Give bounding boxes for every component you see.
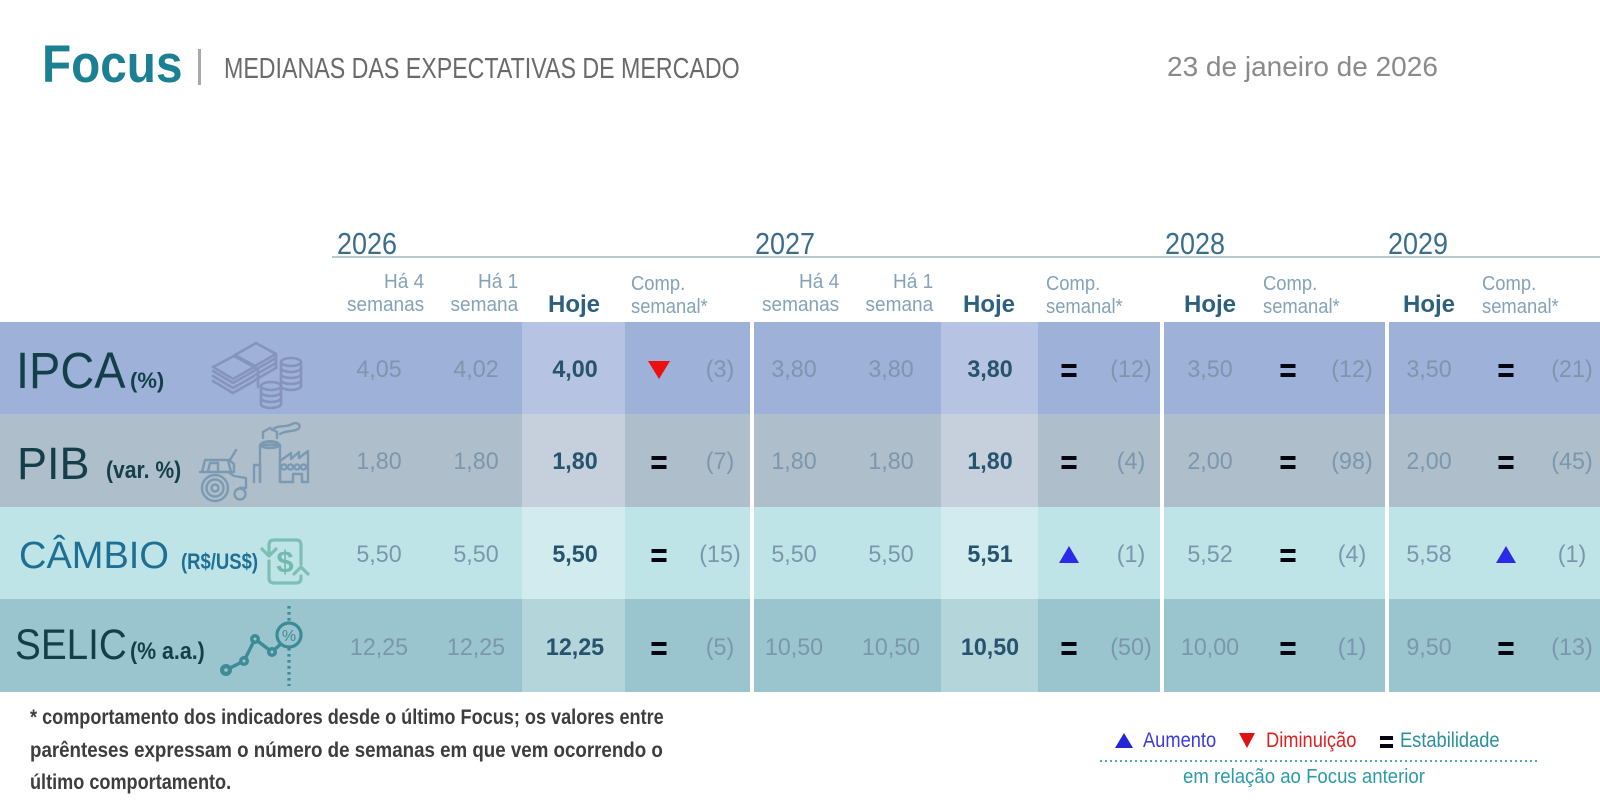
svg-text:%: % xyxy=(282,628,296,645)
svg-text:$: $ xyxy=(276,544,293,579)
